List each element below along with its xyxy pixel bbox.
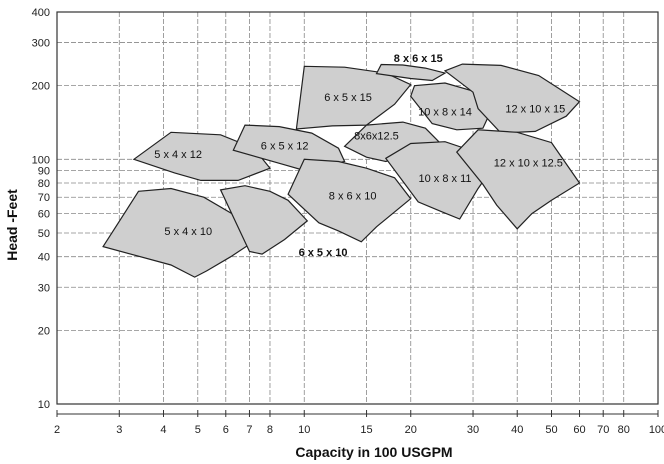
region-label: 6 x 5 x 12 xyxy=(261,140,309,152)
x-tick-label: 5 xyxy=(195,424,201,436)
y-axis-title: Head -Feet xyxy=(4,189,20,261)
region-label: 8x6x12.5 xyxy=(354,131,399,143)
y-tick-label: 80 xyxy=(38,178,50,190)
y-tick-label: 300 xyxy=(32,38,50,50)
region-label: 5 x 4 x 10 xyxy=(164,226,212,238)
region-label: 6 x 5 x 15 xyxy=(324,92,372,104)
pump-region xyxy=(219,185,309,255)
region-label: 6 x 5 x 10 xyxy=(299,247,348,259)
pump-region xyxy=(295,65,412,130)
x-tick-label: 7 xyxy=(246,424,252,436)
region-label: 10 x 8 x 11 xyxy=(419,173,472,185)
y-tick-label: 40 xyxy=(38,252,50,264)
y-tick-label: 200 xyxy=(32,81,50,93)
region-labels: 5 x 4 x 10 6 x 5 x 10 5 x 4 x 12 6 x 5 x 12… xyxy=(154,53,565,259)
y-tick-label: 90 xyxy=(38,166,50,178)
pump-region xyxy=(375,63,447,82)
y-tick-label: 20 xyxy=(38,325,50,337)
pump-region xyxy=(443,63,581,134)
y-tick-label: 30 xyxy=(38,282,50,294)
region-label: 12 x 10 x 12.5 xyxy=(494,158,563,170)
plot-frame xyxy=(56,11,659,405)
x-tick-label: 100 xyxy=(649,424,664,436)
x-tick-label: 15 xyxy=(360,424,372,436)
region-label: 8 x 6 x 10 xyxy=(329,191,377,203)
x-tick-label: 50 xyxy=(545,424,557,436)
x-tick-label: 2 xyxy=(54,424,60,436)
x-axis-title: Capacity in 100 USGPM xyxy=(295,444,452,460)
region-label: 12 x 10 x 15 xyxy=(505,104,565,116)
x-tick-label: 70 xyxy=(597,424,609,436)
region-label: 5 x 4 x 12 xyxy=(154,149,202,161)
y-tick-label: 60 xyxy=(38,209,50,221)
x-tick-label: 80 xyxy=(618,424,630,436)
y-tick-label: 50 xyxy=(38,228,50,240)
x-tick-label: 4 xyxy=(160,424,166,436)
axes: 2 3 4 5 6 7 8 10 15 20 30 40 50 60 70 80 100 10 20 30 40 50 60… xyxy=(32,7,664,436)
pump-region xyxy=(456,129,581,230)
x-tick-label: 30 xyxy=(467,424,479,436)
x-tick-label: 20 xyxy=(405,424,417,436)
region-label: 10 x 8 x 14 xyxy=(418,106,472,118)
x-tick-label: 60 xyxy=(573,424,585,436)
x-tick-label: 40 xyxy=(511,424,523,436)
x-tick-label: 6 xyxy=(223,424,229,436)
pump-region xyxy=(287,158,412,243)
pump-regions xyxy=(102,63,581,278)
y-tick-label: 10 xyxy=(38,399,50,411)
y-tick-label: 70 xyxy=(38,192,50,204)
y-tick-label: 400 xyxy=(32,7,50,19)
x-tick-label: 10 xyxy=(298,424,310,436)
pump-region xyxy=(232,124,346,172)
y-tick-label: 100 xyxy=(32,154,50,166)
region-label: 8 x 6 x 15 xyxy=(394,53,443,65)
x-tick-label: 8 xyxy=(267,424,273,436)
x-tick-label: 3 xyxy=(116,424,122,436)
